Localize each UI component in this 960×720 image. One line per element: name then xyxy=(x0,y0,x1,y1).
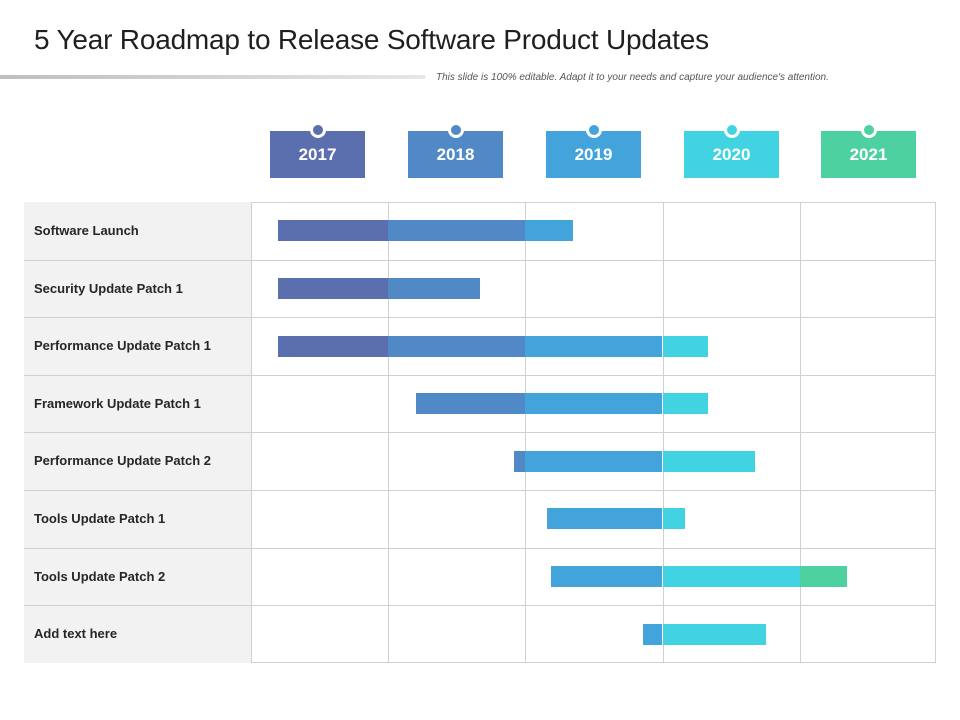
row-label: Tools Update Patch 1 xyxy=(34,511,166,526)
bar-segment-2019 xyxy=(547,508,662,529)
column-divider xyxy=(525,202,526,663)
bar-segment-2017 xyxy=(278,336,388,357)
bar-segment-2020 xyxy=(663,566,800,587)
timeline-marker-icon xyxy=(585,122,602,138)
row-label: Tools Update Patch 2 xyxy=(34,569,166,584)
bar-segment-2019 xyxy=(643,624,662,645)
bar-segment-2018 xyxy=(388,220,525,241)
title-divider xyxy=(0,75,425,79)
year-label: 2017 xyxy=(298,144,337,164)
year-label: 2021 xyxy=(849,144,888,164)
bar-segment-2021 xyxy=(800,566,847,587)
bar-segment-2019 xyxy=(551,566,662,587)
bar-segment-2018 xyxy=(514,451,525,472)
row-label: Performance Update Patch 2 xyxy=(34,453,212,468)
column-divider xyxy=(800,202,801,663)
page-title: 5 Year Roadmap to Release Software Produ… xyxy=(34,24,709,55)
bar-segment-2019 xyxy=(525,393,662,414)
bar-segment-2018 xyxy=(388,336,525,357)
year-box-2019: 2019 xyxy=(546,122,641,178)
row-label: Security Update Patch 1 xyxy=(34,281,183,296)
year-box-2020: 2020 xyxy=(684,122,779,178)
bar-segment-2017 xyxy=(278,220,388,241)
row-divider xyxy=(24,490,936,491)
column-divider xyxy=(663,202,664,663)
bar-segment-2020 xyxy=(663,451,755,472)
bar-segment-2020 xyxy=(663,508,685,529)
bar-segment-2018 xyxy=(416,393,526,414)
year-box-2017: 2017 xyxy=(270,122,365,178)
year-box-2021: 2021 xyxy=(821,122,916,178)
timeline-marker-icon xyxy=(447,122,464,138)
bar-segment-2019 xyxy=(525,336,662,357)
bar-segment-2018 xyxy=(388,278,480,299)
page-subtitle: This slide is 100% editable. Adapt it to… xyxy=(436,72,829,83)
year-label: 2019 xyxy=(574,144,613,164)
bar-segment-2019 xyxy=(525,220,573,241)
row-divider xyxy=(24,375,936,376)
row-label: Performance Update Patch 1 xyxy=(34,338,212,353)
bar-segment-2020 xyxy=(663,624,766,645)
row-label: Software Launch xyxy=(34,223,139,238)
column-divider xyxy=(388,202,389,663)
row-label: Add text here xyxy=(34,626,118,641)
timeline-marker-icon xyxy=(309,122,326,138)
year-box-2018: 2018 xyxy=(408,122,503,178)
bar-segment-2020 xyxy=(663,336,708,357)
row-divider xyxy=(24,432,936,433)
timeline-marker-icon xyxy=(723,122,740,138)
row-divider xyxy=(24,260,936,261)
row-divider xyxy=(24,548,936,549)
row-divider xyxy=(24,317,936,318)
bar-segment-2020 xyxy=(663,393,708,414)
year-label: 2018 xyxy=(436,144,475,164)
row-divider xyxy=(24,605,936,606)
timeline-marker-icon xyxy=(860,122,877,138)
bar-segment-2019 xyxy=(525,451,662,472)
row-label: Framework Update Patch 1 xyxy=(34,396,201,411)
bar-segment-2017 xyxy=(278,278,388,299)
year-label: 2020 xyxy=(712,144,751,164)
